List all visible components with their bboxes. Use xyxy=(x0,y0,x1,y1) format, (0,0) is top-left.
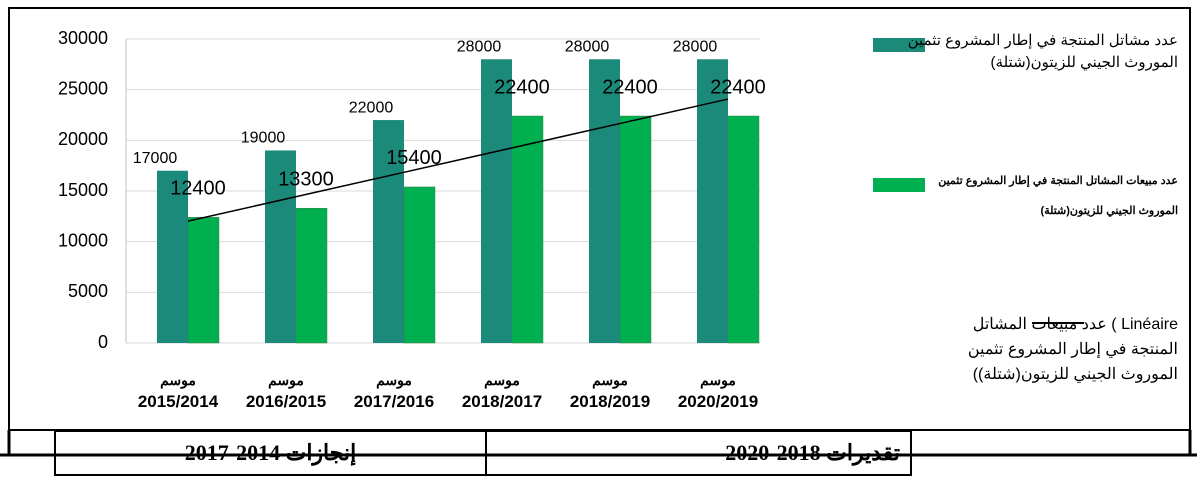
data-label: 17000 xyxy=(133,150,178,167)
bar xyxy=(373,120,404,343)
legend-swatch xyxy=(873,38,925,52)
data-label: 28000 xyxy=(673,38,718,55)
data-label: 28000 xyxy=(565,38,610,55)
bar xyxy=(187,217,220,344)
y-tick-label: 10000 xyxy=(58,230,108,250)
y-tick-label: 5000 xyxy=(68,281,108,301)
data-label: 22400 xyxy=(710,76,766,98)
table-cell: إنجازات 2014-2017 xyxy=(54,430,487,476)
x-tick-label: موسم 2018/2017 xyxy=(462,372,542,412)
data-label: 22400 xyxy=(602,76,658,98)
bar xyxy=(403,186,436,344)
y-tick-label: 20000 xyxy=(58,129,108,149)
y-tick-label: 30000 xyxy=(58,28,108,48)
data-label: 22000 xyxy=(349,99,394,116)
legend-label: Linéaire ) عدد مبيعات المشاتل المنتجة في… xyxy=(967,316,1178,383)
legend-swatch xyxy=(873,178,925,192)
bar xyxy=(589,59,620,344)
bar xyxy=(295,207,328,344)
data-label: 13300 xyxy=(278,169,334,191)
x-tick-label: موسم 2015/2014 xyxy=(138,372,219,412)
bar xyxy=(481,59,512,344)
x-tick-label: موسم 2016/2015 xyxy=(246,372,326,412)
x-tick-label: موسم 2018/2019 xyxy=(570,372,650,412)
y-tick-label: 0 xyxy=(98,332,108,352)
table-cell: تقديرات 2018-2020 xyxy=(485,430,912,476)
trendline xyxy=(187,98,729,222)
data-label: 12400 xyxy=(170,178,226,200)
y-tick-label: 25000 xyxy=(58,78,108,98)
bar xyxy=(265,150,296,343)
y-tick-label: 15000 xyxy=(58,180,108,200)
x-tick-label: موسم 2020/2019 xyxy=(678,372,758,412)
data-label: 28000 xyxy=(457,38,502,55)
legend-label: عدد مبيعات المشاتل المنتجة في إطار المشر… xyxy=(938,175,1178,217)
bar xyxy=(511,115,544,344)
data-label: 19000 xyxy=(241,130,286,147)
data-label: 22400 xyxy=(494,76,550,98)
bar xyxy=(157,170,188,343)
legend-swatch xyxy=(1032,322,1084,324)
bar xyxy=(727,115,760,344)
bar xyxy=(619,115,652,344)
x-tick-label: موسم 2017/2016 xyxy=(354,372,434,412)
legend-label: عدد مشاتل المنتجة في إطار المشروع تثمين … xyxy=(907,32,1178,71)
data-label: 15400 xyxy=(386,147,442,169)
bar xyxy=(697,59,728,344)
